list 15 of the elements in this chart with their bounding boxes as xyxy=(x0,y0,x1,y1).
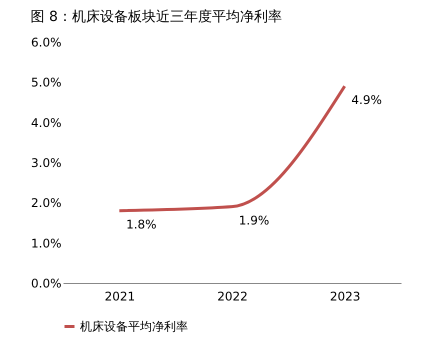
y-tick-label: 6.0% xyxy=(31,36,62,50)
x-tick-label: 2021 xyxy=(104,290,136,304)
y-tick-label: 2.0% xyxy=(31,196,62,210)
y-tick-label: 3.0% xyxy=(31,156,62,170)
x-tick-label: 2023 xyxy=(330,290,360,304)
y-tick-label: 4.0% xyxy=(31,116,62,130)
y-tick-label: 5.0% xyxy=(31,76,62,90)
x-tick-label: 2022 xyxy=(217,290,248,304)
y-tick-label: 1.0% xyxy=(31,236,62,250)
chart-title: 图 8：机床设备板块近三年度平均净利率 xyxy=(30,9,282,25)
data-label: 4.9% xyxy=(351,93,382,108)
legend-label: 机床设备平均净利率 xyxy=(80,320,188,334)
y-tick-label: 0.0% xyxy=(31,276,62,290)
data-label: 1.9% xyxy=(238,214,270,228)
data-label: 1.8% xyxy=(126,218,157,232)
